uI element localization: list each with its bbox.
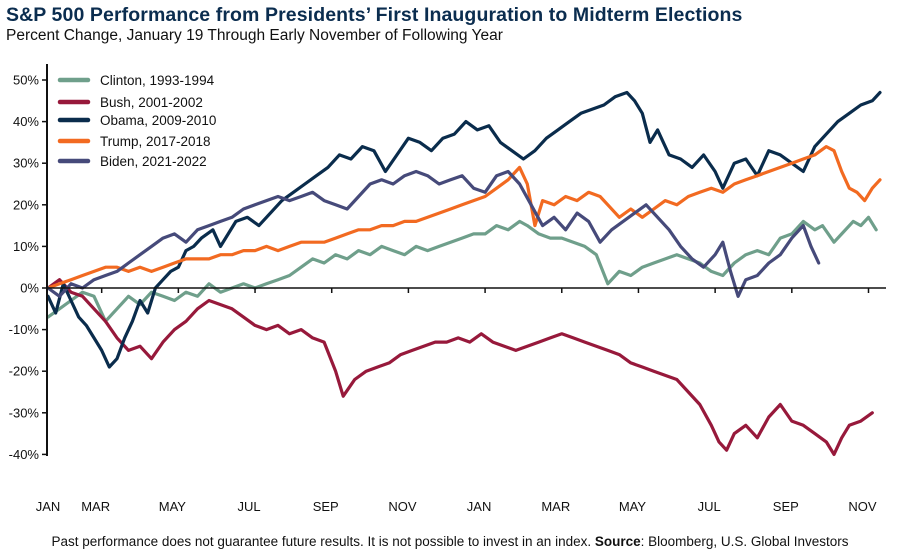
legend-label: Clinton, 1993-1994 [100,73,215,88]
y-tick-label: 30% [13,156,39,171]
x-tick-label: MAR [81,499,110,514]
line-chart: JAN MAR MAY JUL SEP NOV JAN MAR MAY JUL SEP NOV 50%… [9,64,886,514]
legend: Clinton, 1993-1994 Bush, 2001-2002 Obama, … [57,73,216,169]
y-tick-label: -40% [9,447,40,462]
legend-item: Biden, 2021-2022 [57,154,207,169]
x-tick-label: JUL [698,499,721,514]
series-line-clinton [46,215,878,323]
legend-item: Clinton, 1993-1994 [57,73,215,88]
y-tick-label: 0% [20,281,39,296]
x-tick-label: NOV [388,499,417,514]
series-line-obama [46,90,882,369]
y-axis-ticks: 50% 40% 30% 20% 10% 0% -10% -20% -30% -40% [9,73,47,462]
disclaimer-text: Past performance does not guarantee futu… [51,534,595,549]
source-text: : Bloomberg, U.S. Global Investors [640,534,849,549]
x-tick-label: MAY [619,499,647,514]
legend-item: Obama, 2009-2010 [57,113,216,128]
x-tick-label: MAY [159,499,187,514]
legend-item: Trump, 2017-2018 [57,134,211,149]
chart-subtitle: Percent Change, January 19 Through Early… [6,27,503,44]
legend-label: Bush, 2001-2002 [100,95,203,110]
legend-item: Bush, 2001-2002 [57,95,203,110]
x-tick-label: NOV [848,499,877,514]
x-tick-label: JAN [36,499,61,514]
y-tick-label: 50% [13,73,39,88]
y-tick-label: -10% [9,322,40,337]
y-tick-label: -20% [9,364,40,379]
x-axis-ticks: JAN MAR MAY JUL SEP NOV JAN MAR MAY JUL SEP NOV [36,288,877,514]
legend-label: Obama, 2009-2010 [100,113,216,128]
y-tick-label: 20% [13,197,39,212]
footer-note: Past performance does not guarantee futu… [0,534,900,549]
series-layer [46,90,882,456]
y-tick-label: -30% [9,405,40,420]
series-line-trump [46,145,882,290]
chart-title: S&P 500 Performance from Presidents’ Fir… [6,4,743,26]
x-tick-label: SEP [313,499,339,514]
legend-label: Trump, 2017-2018 [100,134,211,149]
x-tick-label: SEP [773,499,799,514]
y-tick-label: 40% [13,114,39,129]
x-tick-label: JUL [237,499,260,514]
series-line-biden [46,169,821,298]
legend-label: Biden, 2021-2022 [100,154,207,169]
y-tick-label: 10% [13,239,39,254]
x-tick-label: JAN [467,499,492,514]
x-tick-label: MAR [541,499,570,514]
series-line-bush [46,278,874,456]
source-label: Source [594,534,641,549]
